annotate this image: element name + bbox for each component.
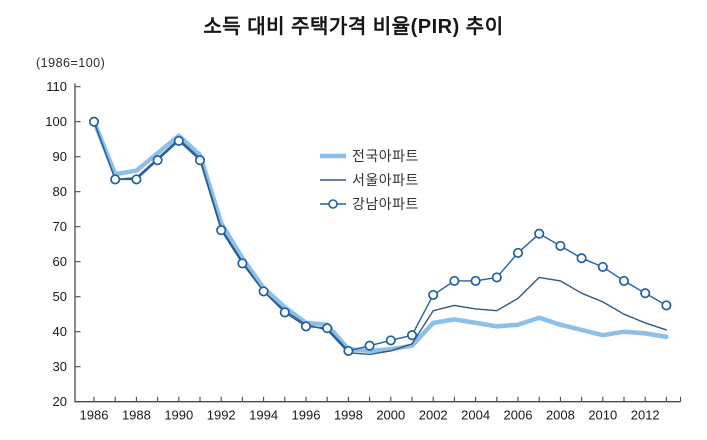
y-tick-label: 40	[53, 324, 67, 339]
series-marker-2	[300, 321, 312, 332]
series-marker-2	[661, 300, 672, 311]
series-marker-2	[555, 240, 566, 251]
y-tick-label: 80	[53, 184, 67, 199]
series-marker-2	[258, 286, 269, 297]
series-marker-2	[640, 288, 651, 299]
y-tick-label: 110	[46, 79, 67, 94]
series-line-0	[91, 119, 669, 354]
axis-unit-note: (1986=100)	[36, 56, 106, 70]
series-marker-2	[406, 330, 418, 341]
seoul-line-swatch	[320, 179, 346, 181]
series-marker-2	[237, 258, 248, 269]
series-marker-2	[279, 307, 290, 318]
series-marker-2	[576, 253, 587, 264]
x-tick-label: 2010	[588, 408, 617, 423]
series-marker-2	[491, 272, 502, 283]
series-marker-2	[597, 261, 608, 272]
x-tick-label: 2012	[631, 408, 660, 423]
axis-lines	[74, 83, 681, 403]
series-marker-2	[343, 345, 354, 356]
x-tick-label: 2000	[376, 408, 405, 423]
x-tick-label: 2006	[504, 408, 533, 423]
series-marker-2	[110, 174, 121, 185]
legend-label-gangnam: 강남아파트	[352, 196, 419, 212]
y-tick-label: 70	[53, 219, 67, 234]
x-tick-label: 1992	[207, 408, 236, 423]
x-tick-label: 2008	[546, 408, 575, 423]
series-marker-2	[470, 275, 481, 286]
y-tick-label: 60	[53, 254, 67, 269]
x-tick-label: 1986	[80, 408, 109, 423]
legend-label-seoul: 서울아파트	[352, 172, 419, 188]
x-tick-label: 1998	[334, 408, 363, 423]
series-marker-2	[428, 289, 439, 300]
legend: 전국아파트 서울아파트 강남아파트	[318, 144, 419, 216]
series-marker-2	[364, 340, 375, 351]
series-marker-2	[512, 247, 524, 258]
series-marker-2	[194, 155, 206, 166]
series-marker-2	[449, 275, 460, 286]
x-tick-label: 1990	[164, 408, 193, 423]
series-marker-2	[88, 116, 100, 127]
series-marker-2	[322, 323, 333, 334]
series-line-1	[93, 120, 668, 356]
series-marker-2	[173, 135, 184, 146]
x-tick-label: 2004	[461, 408, 490, 423]
y-tick-label: 30	[53, 359, 67, 374]
series-marker-2	[534, 228, 545, 239]
national-line-swatch	[320, 153, 346, 159]
series-line-2	[93, 120, 668, 352]
x-tick-label: 1996	[292, 408, 321, 423]
legend-item-seoul: 서울아파트	[318, 168, 419, 192]
x-tick-label: 1988	[122, 408, 151, 423]
legend-item-gangnam: 강남아파트	[318, 192, 419, 216]
series-marker-2	[385, 335, 396, 346]
series-marker-2	[216, 225, 227, 236]
series-marker-2	[152, 155, 163, 166]
chart-title: 소득 대비 주택가격 비율(PIR) 추이	[203, 16, 504, 38]
y-tick-label: 50	[53, 289, 67, 304]
series-marker-2	[618, 275, 630, 286]
y-tick-label: 100	[45, 114, 67, 129]
y-tick-label: 90	[53, 149, 67, 164]
legend-label-national: 전국아파트	[352, 148, 419, 164]
gangnam-line-circle-swatch	[320, 199, 346, 209]
y-tick-label: 20	[53, 394, 67, 409]
series-marker-2	[131, 174, 142, 185]
x-tick-label: 2002	[419, 408, 448, 423]
legend-item-national: 전국아파트	[318, 144, 419, 168]
x-tick-label: 1994	[249, 408, 278, 423]
